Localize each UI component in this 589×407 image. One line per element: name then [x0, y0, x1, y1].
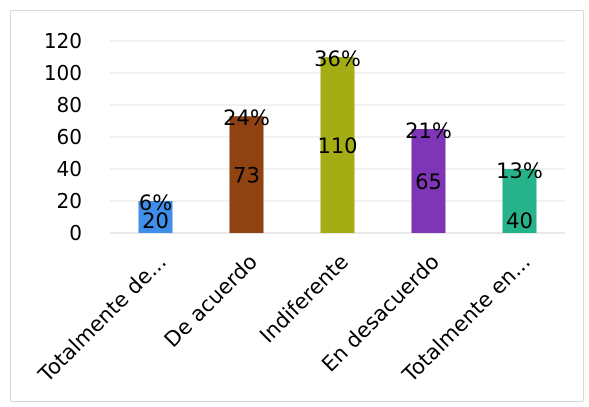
- percent-label-3: 21%: [405, 119, 452, 143]
- value-label-4: 40: [506, 209, 533, 233]
- value-label-2: 110: [317, 134, 357, 158]
- percent-label-2: 36%: [314, 47, 361, 71]
- value-label-0: 20: [142, 209, 169, 233]
- y-tick-label-60: 60: [57, 125, 82, 149]
- bar-2: [320, 57, 355, 233]
- value-label-3: 65: [415, 170, 442, 194]
- y-tick-label-20: 20: [57, 189, 82, 213]
- y-tick-label-100: 100: [44, 61, 82, 85]
- bar-0: [138, 201, 173, 233]
- value-label-1: 73: [233, 164, 260, 188]
- percent-label-0: 6%: [139, 191, 172, 215]
- percent-label-4: 13%: [496, 159, 543, 183]
- y-tick-label-0: 0: [69, 221, 82, 245]
- y-tick-label-80: 80: [57, 93, 82, 117]
- bar-4: [502, 169, 537, 233]
- chart-frame: [10, 10, 584, 402]
- category-label-2: Indiferente: [255, 250, 353, 348]
- bar-3: [411, 129, 446, 233]
- category-label-1: De acuerdo: [160, 250, 262, 352]
- y-tick-label-120: 120: [44, 29, 82, 53]
- y-tick-label-40: 40: [57, 157, 82, 181]
- percent-label-1: 24%: [223, 106, 270, 130]
- category-label-0: Totalmente de...: [33, 250, 171, 388]
- bar-1: [229, 116, 264, 233]
